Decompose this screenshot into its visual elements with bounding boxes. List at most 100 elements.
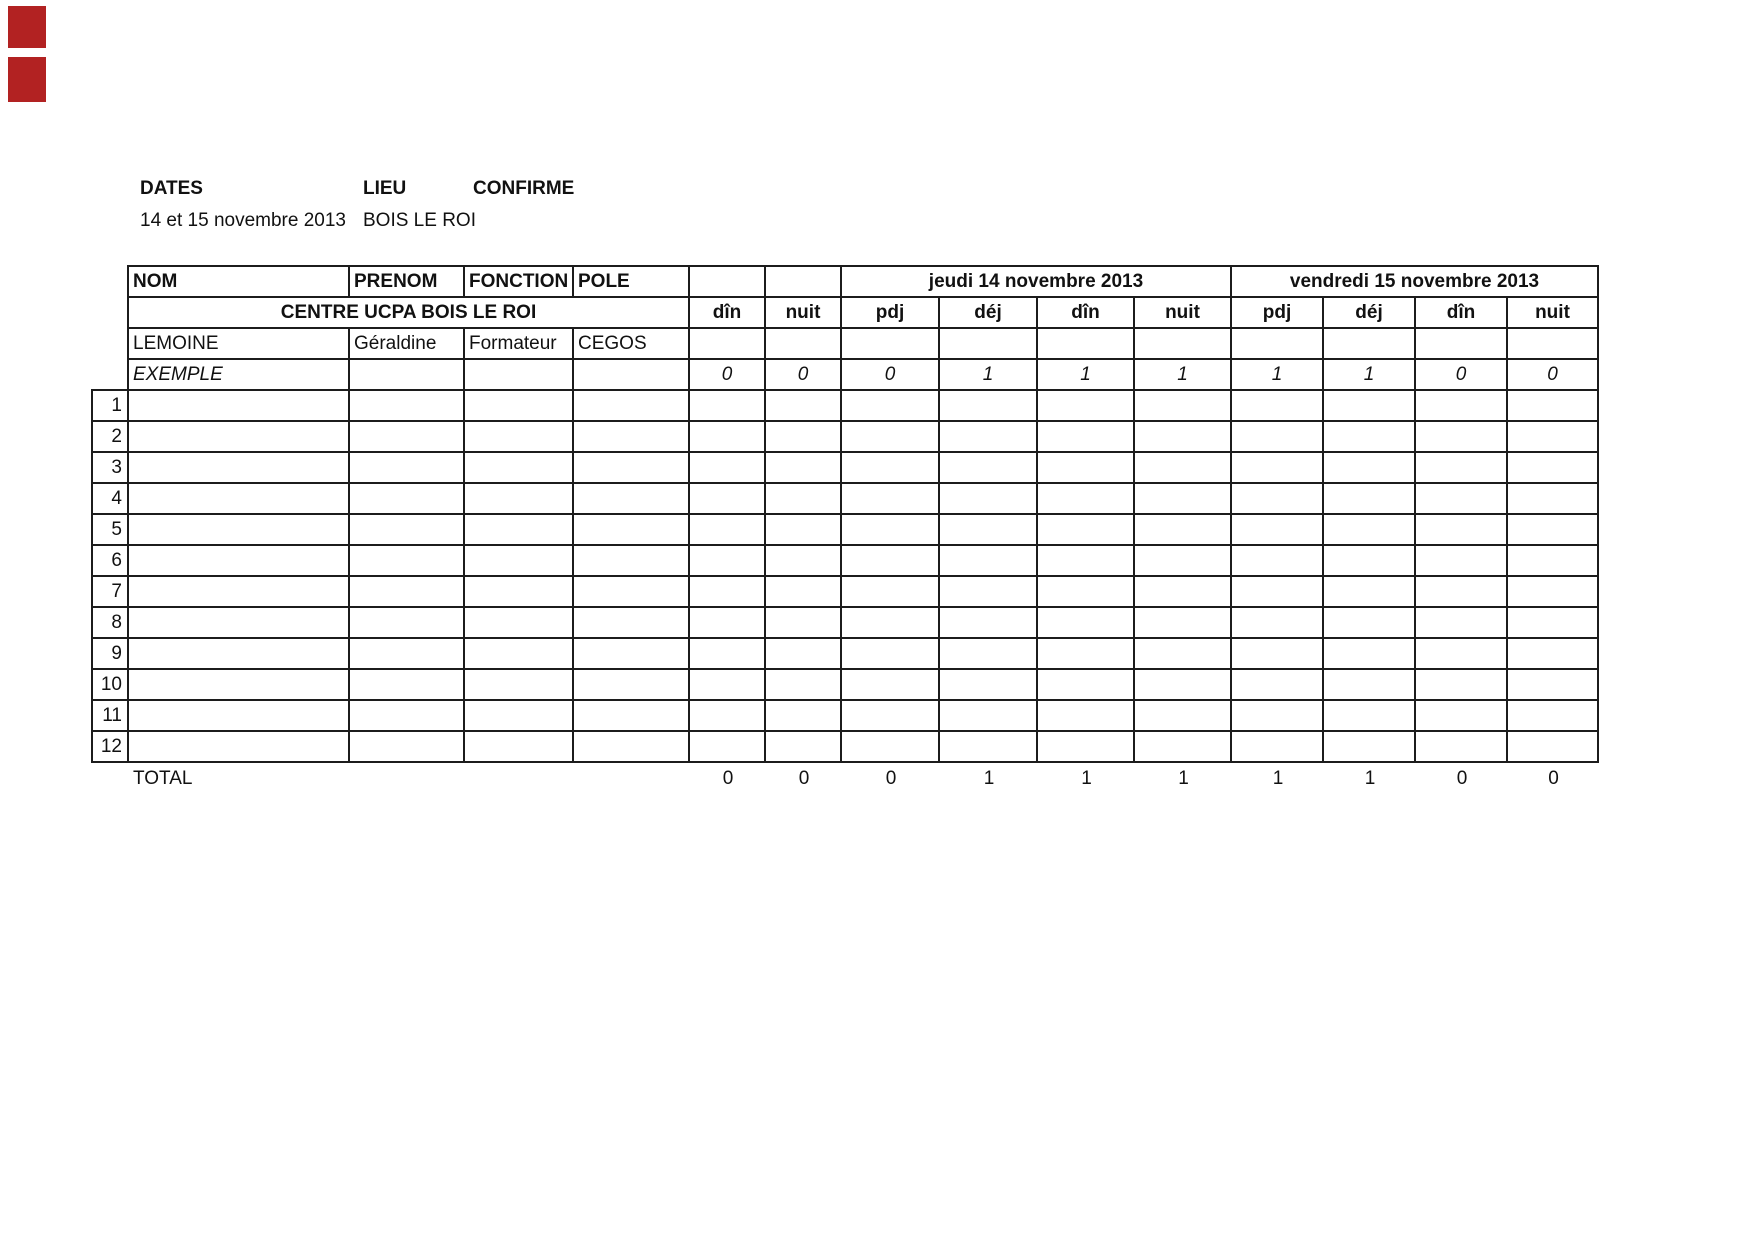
grid-cell[interactable] — [1038, 391, 1135, 422]
grid-cell[interactable] — [940, 670, 1038, 701]
grid-cell[interactable] — [1324, 515, 1416, 546]
grid-cell[interactable] — [1038, 546, 1135, 577]
grid-cell[interactable] — [129, 732, 350, 763]
grid-cell[interactable] — [1232, 453, 1324, 484]
example-value-cell[interactable]: 1 — [1135, 360, 1232, 391]
grid-cell[interactable] — [766, 639, 842, 670]
grid-cell[interactable] — [940, 546, 1038, 577]
grid-cell[interactable] — [1508, 422, 1599, 453]
grid-cell[interactable] — [940, 608, 1038, 639]
grid-cell[interactable] — [1135, 329, 1232, 360]
grid-cell[interactable] — [465, 670, 574, 701]
grid-cell[interactable] — [1038, 732, 1135, 763]
grid-cell[interactable] — [1324, 329, 1416, 360]
person-pole-cell[interactable]: CEGOS — [574, 329, 690, 360]
grid-cell[interactable] — [1232, 732, 1324, 763]
grid-cell[interactable] — [1038, 639, 1135, 670]
grid-cell[interactable] — [465, 360, 574, 391]
grid-cell[interactable] — [1038, 422, 1135, 453]
grid-cell[interactable] — [129, 453, 350, 484]
example-value-cell[interactable]: 1 — [1232, 360, 1324, 391]
grid-cell[interactable] — [842, 577, 940, 608]
grid-cell[interactable] — [690, 329, 766, 360]
grid-cell[interactable] — [940, 453, 1038, 484]
grid-cell[interactable] — [690, 546, 766, 577]
grid-cell[interactable] — [350, 515, 465, 546]
grid-cell[interactable] — [690, 453, 766, 484]
grid-cell[interactable] — [1135, 732, 1232, 763]
grid-cell[interactable] — [690, 732, 766, 763]
grid-cell[interactable] — [1324, 577, 1416, 608]
grid-cell[interactable] — [1508, 391, 1599, 422]
example-value-cell[interactable]: 1 — [1038, 360, 1135, 391]
grid-cell[interactable] — [766, 515, 842, 546]
grid-cell[interactable] — [940, 515, 1038, 546]
grid-cell[interactable] — [766, 453, 842, 484]
grid-cell[interactable] — [1038, 701, 1135, 732]
grid-cell[interactable] — [1508, 546, 1599, 577]
grid-cell[interactable] — [690, 391, 766, 422]
grid-cell[interactable] — [766, 577, 842, 608]
grid-cell[interactable] — [129, 608, 350, 639]
grid-cell[interactable] — [1508, 732, 1599, 763]
grid-cell[interactable] — [766, 732, 842, 763]
grid-cell[interactable] — [1135, 670, 1232, 701]
grid-cell[interactable] — [1416, 639, 1508, 670]
grid-cell[interactable] — [350, 391, 465, 422]
grid-cell[interactable] — [574, 701, 690, 732]
grid-cell[interactable] — [842, 639, 940, 670]
grid-cell[interactable] — [1232, 608, 1324, 639]
grid-cell[interactable] — [350, 546, 465, 577]
grid-cell[interactable] — [842, 329, 940, 360]
grid-cell[interactable] — [350, 577, 465, 608]
grid-cell[interactable] — [940, 639, 1038, 670]
grid-cell[interactable] — [574, 546, 690, 577]
grid-cell[interactable] — [574, 484, 690, 515]
grid-cell[interactable] — [465, 422, 574, 453]
grid-cell[interactable] — [350, 360, 465, 391]
grid-cell[interactable] — [842, 515, 940, 546]
grid-cell[interactable] — [465, 701, 574, 732]
grid-cell[interactable] — [766, 422, 842, 453]
grid-cell[interactable] — [940, 732, 1038, 763]
grid-cell[interactable] — [129, 670, 350, 701]
grid-cell[interactable] — [1416, 329, 1508, 360]
grid-cell[interactable] — [465, 732, 574, 763]
grid-cell[interactable] — [1416, 391, 1508, 422]
grid-cell[interactable] — [1135, 422, 1232, 453]
example-value-cell[interactable]: 1 — [940, 360, 1038, 391]
grid-cell[interactable] — [574, 453, 690, 484]
grid-cell[interactable] — [1135, 577, 1232, 608]
grid-cell[interactable] — [1416, 608, 1508, 639]
grid-cell[interactable] — [1232, 329, 1324, 360]
grid-cell[interactable] — [129, 515, 350, 546]
grid-cell[interactable] — [1416, 546, 1508, 577]
grid-cell[interactable] — [842, 670, 940, 701]
grid-cell[interactable] — [1135, 484, 1232, 515]
grid-cell[interactable] — [1232, 422, 1324, 453]
grid-cell[interactable] — [1508, 515, 1599, 546]
grid-cell[interactable] — [1038, 577, 1135, 608]
grid-cell[interactable] — [940, 329, 1038, 360]
grid-cell[interactable] — [1508, 701, 1599, 732]
grid-cell[interactable] — [350, 608, 465, 639]
grid-cell[interactable] — [1324, 422, 1416, 453]
grid-cell[interactable] — [574, 670, 690, 701]
grid-cell[interactable] — [465, 391, 574, 422]
grid-cell[interactable] — [766, 546, 842, 577]
grid-cell[interactable] — [465, 577, 574, 608]
grid-cell[interactable] — [465, 515, 574, 546]
grid-cell[interactable] — [1135, 546, 1232, 577]
grid-cell[interactable] — [129, 391, 350, 422]
grid-cell[interactable] — [766, 701, 842, 732]
grid-cell[interactable] — [350, 701, 465, 732]
example-value-cell[interactable]: 0 — [690, 360, 766, 391]
grid-cell[interactable] — [1038, 453, 1135, 484]
grid-cell[interactable] — [690, 484, 766, 515]
grid-cell[interactable] — [842, 453, 940, 484]
grid-cell[interactable] — [1324, 670, 1416, 701]
grid-cell[interactable] — [1508, 639, 1599, 670]
grid-cell[interactable] — [574, 515, 690, 546]
grid-cell[interactable] — [1324, 546, 1416, 577]
grid-cell[interactable] — [1232, 577, 1324, 608]
